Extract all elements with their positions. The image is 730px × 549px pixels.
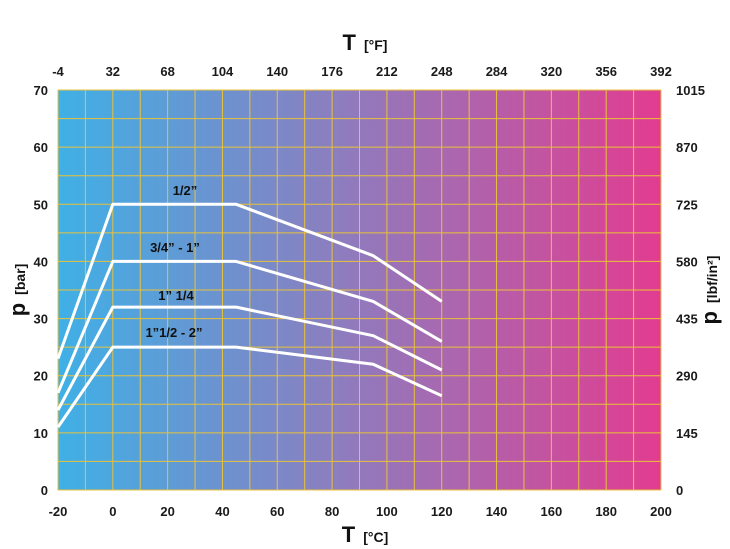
right-tick-label: 1015 <box>676 83 705 98</box>
bottom-tick-label: 60 <box>270 504 284 519</box>
left-tick-label: 20 <box>34 369 48 384</box>
left-tick-label: 30 <box>34 312 48 327</box>
bottom-tick-label: 200 <box>650 504 672 519</box>
top-tick-label: 392 <box>650 64 672 79</box>
top-tick-label: 212 <box>376 64 398 79</box>
top-axis-ticks: -4 32 68 104 140 176 212 248 284 320 356 392 <box>52 64 672 79</box>
bottom-axis-ticks: -20 0 20 40 60 80 100 120 140 160 180 200 <box>49 504 672 519</box>
left-tick-label: 50 <box>34 197 48 212</box>
bottom-tick-label: 180 <box>595 504 617 519</box>
left-tick-label: 0 <box>41 483 48 498</box>
bottom-tick-label: 0 <box>109 504 116 519</box>
bottom-tick-label: 20 <box>160 504 174 519</box>
left-tick-label: 10 <box>34 426 48 441</box>
bottom-tick-label: 40 <box>215 504 229 519</box>
series-label: 3/4” - 1” <box>150 240 200 255</box>
grid-lines <box>57 89 662 491</box>
top-tick-label: 176 <box>321 64 343 79</box>
series-line <box>56 305 443 411</box>
right-tick-label: 0 <box>676 483 683 498</box>
left-axis-unit: [bar] <box>12 264 28 295</box>
series-label: 1” 1/4 <box>158 288 194 303</box>
top-axis-symbol: T <box>343 30 357 55</box>
right-tick-label: 725 <box>676 197 698 212</box>
top-tick-label: 356 <box>595 64 617 79</box>
top-tick-label: 140 <box>266 64 288 79</box>
right-tick-label: 290 <box>676 369 698 384</box>
curves: 1/2” 3/4” - 1” 1” 1/4 1”1/2 - 2” <box>56 183 443 428</box>
left-axis-title: p [bar] <box>5 264 30 317</box>
top-axis-unit: [°F] <box>364 37 387 53</box>
top-tick-label: 104 <box>212 64 234 79</box>
top-axis-title: T [°F] <box>343 30 388 55</box>
bottom-tick-label: 140 <box>486 504 508 519</box>
series-line <box>56 345 443 428</box>
left-axis-ticks: 0 10 20 30 40 50 60 70 <box>34 83 48 498</box>
bottom-tick-label: 80 <box>325 504 339 519</box>
left-tick-label: 70 <box>34 83 48 98</box>
bottom-axis-title: T [°C] <box>342 522 389 547</box>
right-tick-label: 145 <box>676 426 698 441</box>
bottom-tick-label: 100 <box>376 504 398 519</box>
series-line <box>56 202 443 360</box>
right-axis-unit: [lbf/in²] <box>704 256 720 303</box>
series-line <box>56 259 443 394</box>
left-tick-label: 40 <box>34 254 48 269</box>
bottom-tick-label: 160 <box>541 504 563 519</box>
top-tick-label: 68 <box>160 64 174 79</box>
top-tick-label: 284 <box>486 64 508 79</box>
right-axis-title: p [lbf/in²] <box>697 256 722 325</box>
right-tick-label: 435 <box>676 312 698 327</box>
bottom-axis-symbol: T <box>342 522 356 547</box>
right-axis-ticks: 0 145 290 435 580 725 870 1015 <box>676 83 705 498</box>
left-tick-label: 60 <box>34 140 48 155</box>
right-tick-label: 580 <box>676 254 698 269</box>
bottom-tick-label: -20 <box>49 504 68 519</box>
bottom-tick-label: 120 <box>431 504 453 519</box>
top-tick-label: 248 <box>431 64 453 79</box>
top-tick-label: -4 <box>52 64 64 79</box>
top-tick-label: 32 <box>106 64 120 79</box>
right-tick-label: 870 <box>676 140 698 155</box>
series-label: 1”1/2 - 2” <box>145 325 202 340</box>
bottom-axis-unit: [°C] <box>363 529 388 545</box>
top-tick-label: 320 <box>541 64 563 79</box>
right-axis-symbol: p <box>697 311 722 324</box>
series-label: 1/2” <box>173 183 198 198</box>
left-axis-symbol: p <box>5 303 30 316</box>
